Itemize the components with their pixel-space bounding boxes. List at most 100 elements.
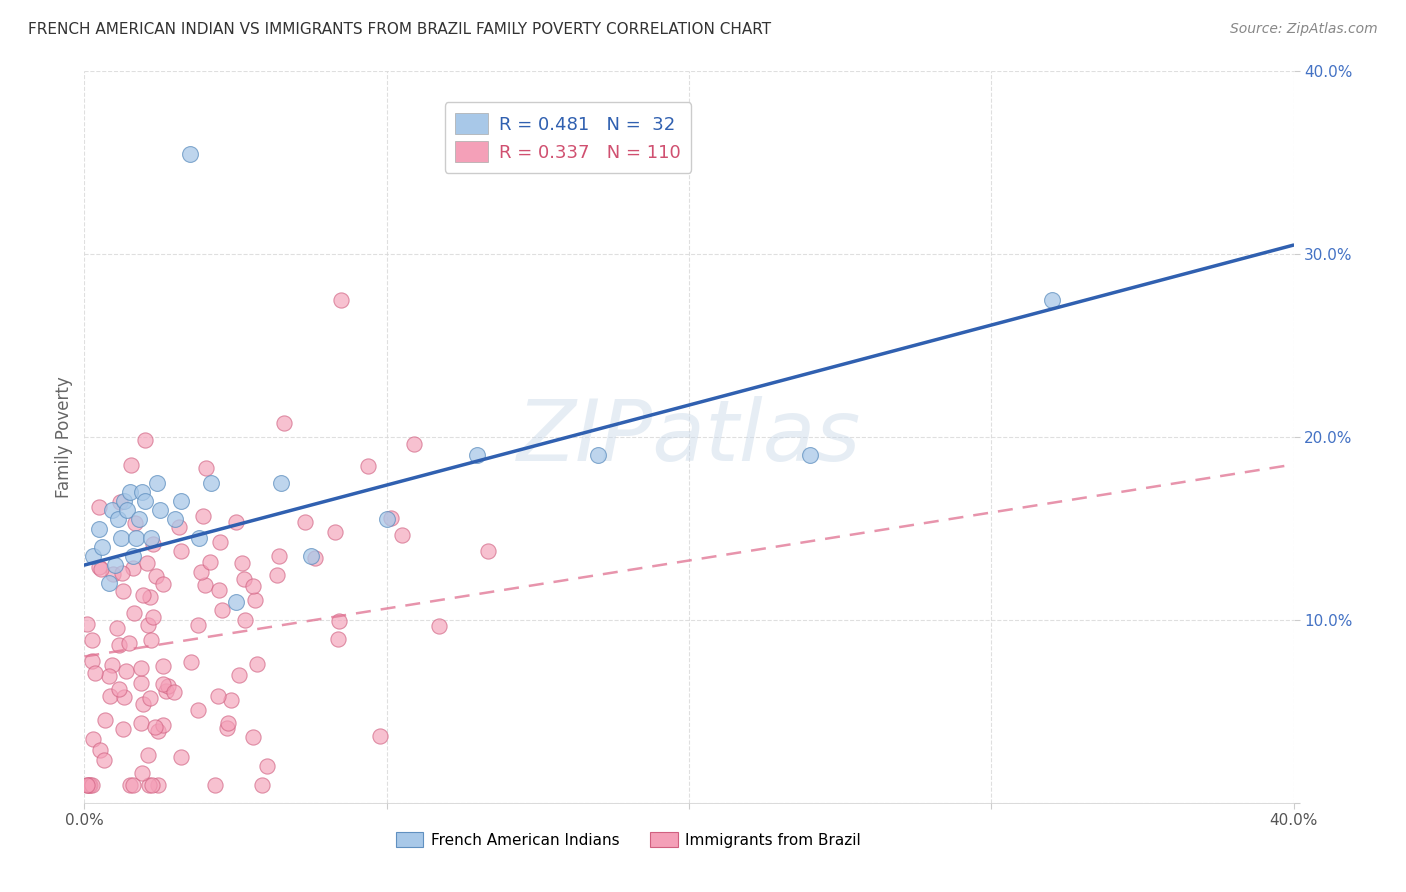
- Point: [269, 549, 291, 563]
- Point: [194, 461, 217, 475]
- Point: [115, 664, 138, 678]
- Point: [139, 531, 162, 545]
- Y-axis label: Family Poverty: Family Poverty: [55, 376, 73, 498]
- Point: [209, 535, 232, 549]
- Point: [112, 690, 135, 704]
- Point: [76, 778, 98, 792]
- Point: [97, 576, 120, 591]
- Point: [91, 540, 114, 554]
- Point: [170, 749, 193, 764]
- Point: [152, 677, 174, 691]
- Point: [142, 536, 165, 550]
- Point: [138, 778, 160, 792]
- Point: [139, 591, 162, 605]
- Point: [169, 519, 191, 533]
- Point: [129, 716, 152, 731]
- Point: [190, 565, 212, 579]
- Point: [101, 567, 124, 582]
- Point: [118, 485, 141, 500]
- Point: [129, 675, 152, 690]
- Point: [136, 748, 159, 763]
- Point: [273, 416, 295, 430]
- Point: [299, 549, 322, 563]
- Point: [157, 679, 180, 693]
- Point: [200, 475, 222, 490]
- Point: [225, 516, 247, 530]
- Point: [246, 657, 269, 671]
- Point: [155, 683, 177, 698]
- Point: [217, 716, 239, 731]
- Point: [129, 661, 152, 675]
- Point: [142, 610, 165, 624]
- Point: [207, 690, 229, 704]
- Point: [138, 690, 160, 705]
- Point: [131, 485, 153, 500]
- Point: [799, 448, 821, 462]
- Point: [76, 616, 98, 631]
- Point: [82, 549, 104, 563]
- Point: [118, 635, 141, 649]
- Point: [187, 703, 209, 717]
- Point: [77, 778, 100, 792]
- Point: [467, 448, 489, 462]
- Point: [89, 521, 111, 535]
- Point: [477, 543, 499, 558]
- Point: [170, 494, 193, 508]
- Point: [188, 531, 211, 545]
- Point: [208, 582, 231, 597]
- Point: [97, 669, 120, 683]
- Point: [110, 494, 132, 508]
- Point: [100, 503, 122, 517]
- Point: [125, 531, 148, 545]
- Point: [152, 658, 174, 673]
- Point: [115, 503, 138, 517]
- Point: [266, 568, 288, 582]
- Point: [104, 558, 127, 573]
- Point: [211, 603, 233, 617]
- Text: Source: ZipAtlas.com: Source: ZipAtlas.com: [1230, 22, 1378, 37]
- Point: [112, 494, 135, 508]
- Point: [134, 494, 156, 508]
- Point: [219, 693, 242, 707]
- Point: [1040, 293, 1063, 307]
- Point: [101, 658, 124, 673]
- Point: [402, 437, 425, 451]
- Point: [89, 560, 111, 574]
- Point: [112, 584, 135, 599]
- Point: [225, 594, 247, 608]
- Point: [356, 458, 378, 473]
- Text: FRENCH AMERICAN INDIAN VS IMMIGRANTS FROM BRAZIL FAMILY POVERTY CORRELATION CHAR: FRENCH AMERICAN INDIAN VS IMMIGRANTS FRO…: [28, 22, 772, 37]
- Point: [90, 562, 112, 576]
- Point: [391, 528, 413, 542]
- Point: [149, 503, 172, 517]
- Point: [139, 632, 162, 647]
- Point: [107, 512, 129, 526]
- Point: [187, 618, 209, 632]
- Point: [380, 510, 402, 524]
- Point: [375, 512, 398, 526]
- Text: ZIPatlas: ZIPatlas: [517, 395, 860, 479]
- Point: [136, 618, 159, 632]
- Point: [323, 524, 346, 539]
- Point: [250, 778, 273, 792]
- Point: [328, 614, 350, 628]
- Point: [194, 577, 217, 591]
- Point: [141, 778, 163, 792]
- Point: [121, 549, 143, 563]
- Point: [180, 655, 202, 669]
- Point: [121, 561, 143, 575]
- Point: [111, 566, 134, 581]
- Point: [152, 718, 174, 732]
- Point: [89, 500, 111, 514]
- Point: [242, 730, 264, 744]
- Point: [80, 654, 103, 668]
- Point: [107, 621, 129, 635]
- Point: [98, 689, 121, 703]
- Point: [136, 556, 159, 570]
- Point: [134, 434, 156, 448]
- Point: [110, 531, 132, 545]
- Point: [131, 766, 153, 780]
- Point: [83, 666, 105, 681]
- Point: [120, 778, 142, 792]
- Point: [112, 722, 135, 736]
